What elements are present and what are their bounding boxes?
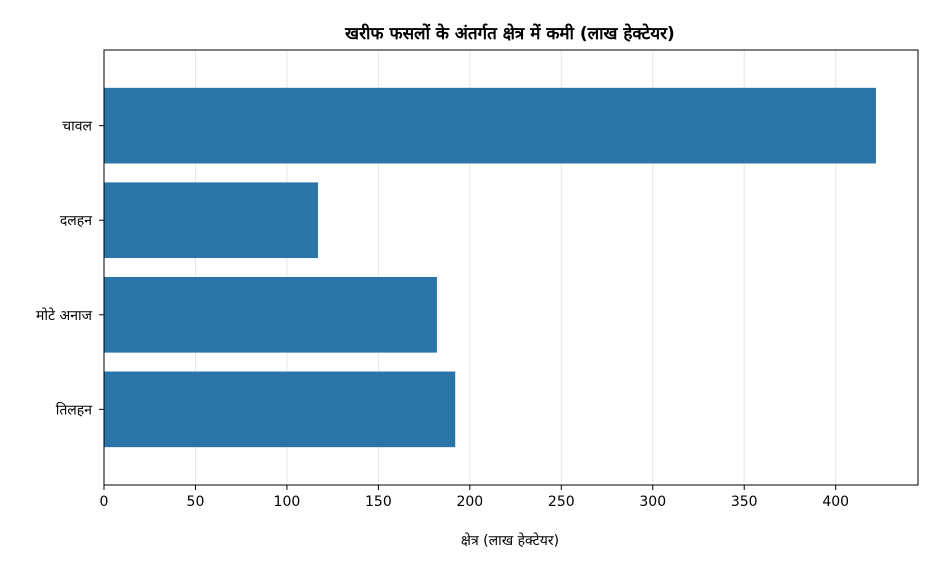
x-tick-label: 250 <box>548 494 575 510</box>
x-tick-label: 150 <box>365 494 392 510</box>
x-tick-label: 300 <box>639 494 666 510</box>
bar <box>104 276 437 353</box>
x-tick-label: 100 <box>274 494 301 510</box>
x-tick-label: 350 <box>731 494 758 510</box>
bar <box>104 182 319 259</box>
y-tick-label: चावल <box>62 119 92 135</box>
x-tick-label: 50 <box>187 494 205 510</box>
y-tick-label: तिलहन <box>56 401 93 418</box>
y-axis-ticks: चावल दलहन मोटे अनाज तिलहन <box>36 119 104 418</box>
bar <box>104 371 456 448</box>
x-tick-label: 400 <box>822 494 849 510</box>
chart-title: खरीफ फसलों के अंतर्गत क्षेत्र में कमी (ल… <box>344 23 675 44</box>
x-tick-label: 200 <box>456 494 483 510</box>
bar <box>104 87 876 164</box>
y-tick-label: मोटे अनाज <box>36 307 93 324</box>
x-axis-ticks: 0 50 100 150 200 250 300 350 400 <box>100 485 849 510</box>
x-axis-label: क्षेत्र (लाख हेक्टेयर) <box>461 532 559 549</box>
y-tick-label: दलहन <box>60 213 92 229</box>
x-tick-label: 0 <box>100 494 109 510</box>
plot-frame <box>103 49 919 486</box>
bars <box>104 87 876 448</box>
